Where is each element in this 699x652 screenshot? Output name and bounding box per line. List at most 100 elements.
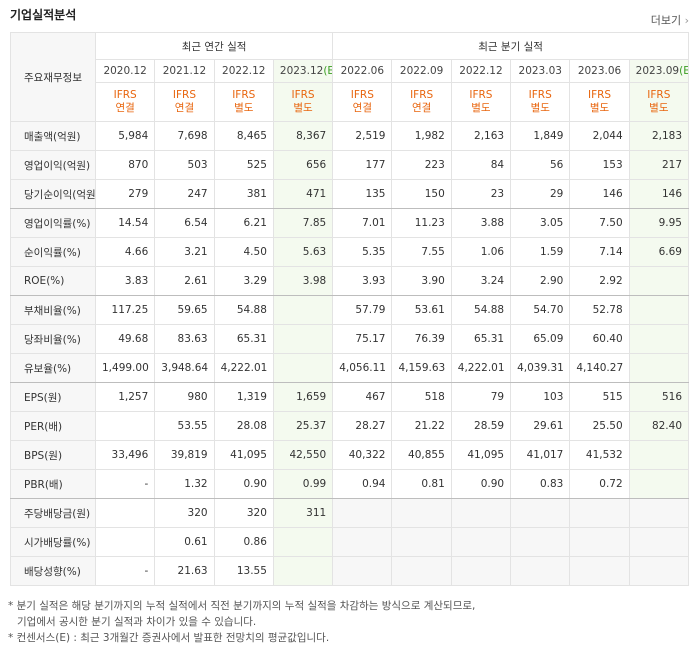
cell: 503 (154, 150, 215, 180)
data-row: 당좌비율(%) 49.68 83.63 65.31 75.17 76.39 65.31 65.… (10, 324, 690, 354)
cell: 1,659 (272, 382, 334, 412)
standard-line: IFRS (528, 89, 552, 101)
cell: 217 (628, 150, 690, 180)
cell (94, 411, 156, 441)
period: 2023.03 (510, 59, 571, 83)
cell: 146 (628, 179, 690, 209)
row-label: EPS(원) (10, 382, 96, 412)
standard-line: 연결 (411, 102, 432, 114)
cell: 53.55 (154, 411, 215, 441)
cell: - (94, 469, 156, 499)
more-link[interactable]: 더보기 (651, 12, 689, 28)
financial-table: 주요재무정보 최근 연간 실적 최근 분기 실적 2020.12 2021.12 2022… (10, 32, 690, 586)
cell (272, 353, 334, 383)
standard-line: 별도 (293, 102, 313, 114)
cell: 9.95 (628, 208, 690, 238)
cell: 1,982 (391, 121, 452, 151)
period-date: 2022.06 (340, 65, 385, 77)
cell: 1,319 (213, 382, 274, 412)
data-row: 당기순이익(억원) 279 247 381 471 135 150 23 29 146 146 (10, 179, 690, 209)
cell (332, 556, 393, 586)
cell: 84 (450, 150, 512, 180)
cell: 2,163 (450, 121, 512, 151)
cell: 40,322 (332, 440, 393, 470)
period-date: 2022.12 (459, 65, 503, 77)
cell: 6.21 (213, 208, 274, 238)
row-label: 주당배당금(원) (10, 498, 96, 528)
cell (332, 527, 393, 557)
row-label: 영업이익(억원) (10, 150, 96, 180)
cell (628, 498, 690, 528)
cell: 7.01 (332, 208, 393, 238)
data-row: 영업이익률(%) 14.54 6.54 6.21 7.85 7.01 11.23 3.88 3.… (10, 208, 690, 238)
period: 2020.12 (94, 59, 156, 83)
row-label: 시가배당률(%) (10, 527, 96, 557)
cell: 4,222.01 (213, 353, 274, 383)
cell: 247 (154, 179, 215, 209)
cell: 223 (391, 150, 452, 180)
cell: 79 (450, 382, 512, 412)
header-row: 주요재무정보 최근 연간 실적 최근 분기 실적 (10, 32, 689, 122)
cell: 1,257 (94, 382, 156, 412)
cell: 28.27 (332, 411, 393, 441)
cell: 2,044 (569, 121, 630, 151)
data-row: PER(배) 53.55 28.08 25.37 28.27 21.22 28.59 29.6… (10, 411, 690, 441)
standard-line: IFRS (350, 89, 374, 101)
period: 2022.09 (391, 59, 452, 83)
cell: 516 (628, 382, 690, 412)
cell: 42,550 (272, 440, 334, 470)
cell (272, 295, 334, 325)
period: 2022.12 (213, 59, 274, 83)
cell (450, 556, 512, 586)
cell (628, 556, 690, 586)
standard-line: 별도 (530, 102, 550, 114)
cell: 3.88 (450, 208, 512, 238)
cell (94, 498, 156, 528)
period: 2021.12 (154, 59, 215, 83)
cell: 381 (213, 179, 274, 209)
standard: IFRS 별도 (213, 82, 274, 122)
cell: 54.88 (450, 295, 512, 325)
cell: 4.50 (213, 237, 274, 267)
cell: 7.50 (569, 208, 630, 238)
standard: IFRS 별도 (450, 82, 512, 122)
period-date: 2023.12 (279, 65, 324, 77)
cell: 0.90 (450, 469, 512, 499)
cell: 467 (332, 382, 393, 412)
cell: 1.32 (154, 469, 215, 499)
standard: IFRS 연결 (154, 82, 215, 122)
period: 2022.12 (450, 59, 512, 83)
cell (272, 556, 334, 586)
cell: 980 (154, 382, 215, 412)
cell: 515 (569, 382, 630, 412)
cell: 76.39 (391, 324, 452, 354)
cell (450, 527, 512, 557)
cell: 13.55 (213, 556, 274, 586)
cell (569, 527, 630, 557)
cell: 177 (332, 150, 393, 180)
standard: IFRS 연결 (94, 82, 156, 122)
standard-line: IFRS (410, 89, 434, 101)
data-row: 배당성향(%) -21.63 13.55 (10, 556, 690, 586)
cell: 41,532 (569, 440, 630, 470)
standard-line: 연결 (174, 102, 195, 114)
standard: IFRS 연결 (391, 82, 452, 122)
cell (628, 295, 690, 325)
cell: 471 (272, 179, 334, 209)
cell: 0.83 (510, 469, 571, 499)
cell: 0.86 (213, 527, 274, 557)
cell: 65.09 (510, 324, 571, 354)
cell: 21.22 (391, 411, 452, 441)
cell (569, 556, 630, 586)
row-label: ROE(%) (10, 266, 96, 296)
cell: 320 (213, 498, 274, 528)
cell (628, 324, 690, 354)
cell: 0.61 (154, 527, 215, 557)
estimate-mark: (E) (323, 65, 331, 77)
cell: 3.24 (450, 266, 512, 296)
cell: 870 (94, 150, 156, 180)
cell: 1.06 (450, 237, 512, 267)
cell: 4,056.11 (332, 353, 393, 383)
period-row: 2020.122021.122022.122023.12(E)2022.0620… (11, 59, 690, 83)
